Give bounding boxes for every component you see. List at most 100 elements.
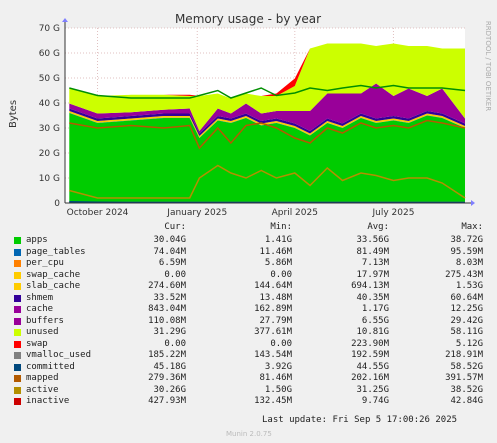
legend-series-name: inactive bbox=[26, 396, 70, 406]
legend-swatch bbox=[14, 352, 21, 359]
legend-value-min: 162.89M bbox=[254, 304, 292, 314]
last-update: Last update: Fri Sep 5 17:00:26 2025 bbox=[262, 415, 458, 425]
legend-row-per_cpu: per_cpu 6.59M 5.86M 7.13M 8.03M bbox=[0, 258, 497, 269]
legend-series-name: per_cpu bbox=[26, 258, 64, 268]
x-tick-label: April 2025 bbox=[272, 208, 318, 218]
legend-value-min: 11.46M bbox=[259, 246, 292, 257]
legend-value-max: 218.91M bbox=[445, 350, 483, 360]
legend-value-max: 42.84G bbox=[450, 396, 483, 406]
legend-value-avg: 9.74G bbox=[361, 396, 389, 406]
y-axis-label: Bytes bbox=[8, 100, 19, 128]
legend-swatch bbox=[14, 271, 21, 279]
legend-swatch bbox=[14, 363, 21, 371]
area-slab_cache bbox=[69, 111, 466, 138]
legend-value-avg: 17.97M bbox=[356, 269, 389, 280]
legend-row-swap_cache: swap_cache 0.00 0.00 17.97M 275.43M bbox=[0, 270, 497, 281]
legend-swatch bbox=[14, 237, 21, 244]
legend-value-avg: 192.59M bbox=[351, 350, 389, 360]
legend-value-max: 391.57M bbox=[445, 373, 483, 383]
legend-value-cur: 0.00 bbox=[164, 338, 186, 349]
x-tick-label: January 2025 bbox=[166, 208, 227, 218]
legend-swatch bbox=[14, 283, 21, 290]
legend-value-min: 377.61M bbox=[254, 327, 292, 337]
legend-value-cur: 185.22M bbox=[148, 350, 186, 360]
legend-series-name: swap_cache bbox=[26, 269, 81, 280]
legend-value-max: 95.59M bbox=[450, 246, 483, 257]
legend-value-max: 275.43M bbox=[445, 269, 483, 280]
legend-value-cur: 0.00 bbox=[164, 269, 186, 280]
legend-series-name: unused bbox=[26, 327, 59, 337]
legend-series-name: cache bbox=[26, 304, 54, 314]
legend-series-name: shmem bbox=[26, 292, 54, 303]
legend-swatch bbox=[14, 306, 21, 313]
line-mapped bbox=[69, 201, 465, 204]
legend-swatch bbox=[14, 248, 21, 256]
y-tick-label: 30 G bbox=[39, 124, 60, 134]
legend-swatch bbox=[14, 386, 21, 394]
legend-value-avg: 10.81G bbox=[356, 327, 389, 337]
legend-series-name: vmalloc_used bbox=[26, 350, 92, 360]
legend-row-shmem: shmem 33.52M 13.48M 40.35M 60.64M bbox=[0, 293, 497, 304]
y-tick-label: 50 G bbox=[39, 74, 60, 84]
legend-value-max: 58.11G bbox=[450, 327, 483, 337]
legend-swatch bbox=[14, 340, 21, 348]
x-tick-label: July 2025 bbox=[371, 208, 414, 218]
area-apps bbox=[69, 113, 466, 203]
legend-value-cur: 74.04M bbox=[153, 246, 186, 257]
legend-row-page_tables: page_tables 74.04M 11.46M 81.49M 95.59M bbox=[0, 247, 497, 258]
legend-value-avg: 44.55G bbox=[356, 361, 389, 372]
legend-swatch bbox=[14, 329, 21, 336]
legend-value-cur: 31.29G bbox=[153, 327, 186, 337]
legend-value-cur: 45.18G bbox=[153, 361, 186, 372]
area-series bbox=[69, 43, 466, 203]
y-tick-label: 70 G bbox=[39, 24, 60, 34]
legend-row-apps: apps 30.04G 1.41G 33.56G 38.72G bbox=[0, 235, 497, 246]
y-tick-labels: 0 10 G 20 G 30 G 40 G 50 G 60 G 70 G bbox=[39, 24, 61, 209]
legend-value-min: 0.00 bbox=[270, 338, 292, 349]
legend-value-max: 12.25G bbox=[450, 304, 483, 314]
legend-series-name: mapped bbox=[26, 373, 59, 383]
legend-value-cur: 110.08M bbox=[148, 315, 186, 326]
legend-row-active: active 30.26G 1.50G 31.25G 38.52G bbox=[0, 385, 497, 396]
legend-value-max: 29.42G bbox=[450, 315, 483, 326]
legend-value-avg: 223.90M bbox=[351, 338, 389, 349]
area-cache bbox=[69, 83, 466, 134]
legend-value-avg: 40.35M bbox=[356, 292, 389, 303]
rrdtool-credit: RRDTOOL / TOBI OETIKER bbox=[484, 21, 492, 111]
chart-title: Memory usage - by year bbox=[175, 12, 321, 26]
axes bbox=[62, 18, 475, 206]
legend-swatch bbox=[14, 375, 21, 382]
legend-series-name: swap bbox=[26, 338, 48, 349]
legend-value-max: 38.72G bbox=[450, 235, 483, 245]
legend-swatch bbox=[14, 317, 21, 325]
legend-row-inactive: inactive 427.93M 132.45M 9.74G 42.84G bbox=[0, 396, 497, 407]
legend-value-cur: 274.60M bbox=[148, 281, 186, 291]
legend-swatch bbox=[14, 260, 21, 267]
legend-series-name: slab_cache bbox=[26, 281, 81, 291]
legend-value-max: 38.52G bbox=[450, 384, 483, 395]
legend-value-max: 5.12G bbox=[455, 338, 483, 349]
legend-value-min: 132.45M bbox=[254, 396, 292, 406]
y-tick-label: 0 bbox=[54, 199, 60, 209]
legend-value-min: 81.46M bbox=[259, 373, 292, 383]
area-shmem bbox=[69, 108, 466, 136]
legend-header-avg: Avg: bbox=[367, 222, 389, 232]
legend-row-slab_cache: slab_cache 274.60M 144.64M 694.13M 1.53G bbox=[0, 281, 497, 292]
legend-value-min: 27.79M bbox=[259, 315, 292, 326]
legend-value-avg: 6.55G bbox=[361, 315, 389, 326]
legend-value-avg: 694.13M bbox=[351, 281, 389, 291]
legend-value-cur: 30.04G bbox=[153, 235, 186, 245]
legend-header-min: Min: bbox=[270, 222, 292, 232]
legend-value-avg: 81.49M bbox=[356, 246, 389, 257]
legend-value-min: 5.86M bbox=[264, 258, 292, 268]
legend-value-avg: 7.13M bbox=[361, 258, 389, 268]
y-axis-arrow-icon bbox=[62, 18, 68, 22]
legend-value-avg: 31.25G bbox=[356, 384, 389, 395]
munin-version: Munin 2.0.75 bbox=[226, 430, 272, 438]
legend-series-name: committed bbox=[26, 361, 75, 372]
legend-row-swap: swap 0.00 0.00 223.90M 5.12G bbox=[0, 339, 497, 350]
legend-value-max: 58.52G bbox=[450, 361, 483, 372]
legend-value-min: 1.41G bbox=[264, 235, 292, 245]
